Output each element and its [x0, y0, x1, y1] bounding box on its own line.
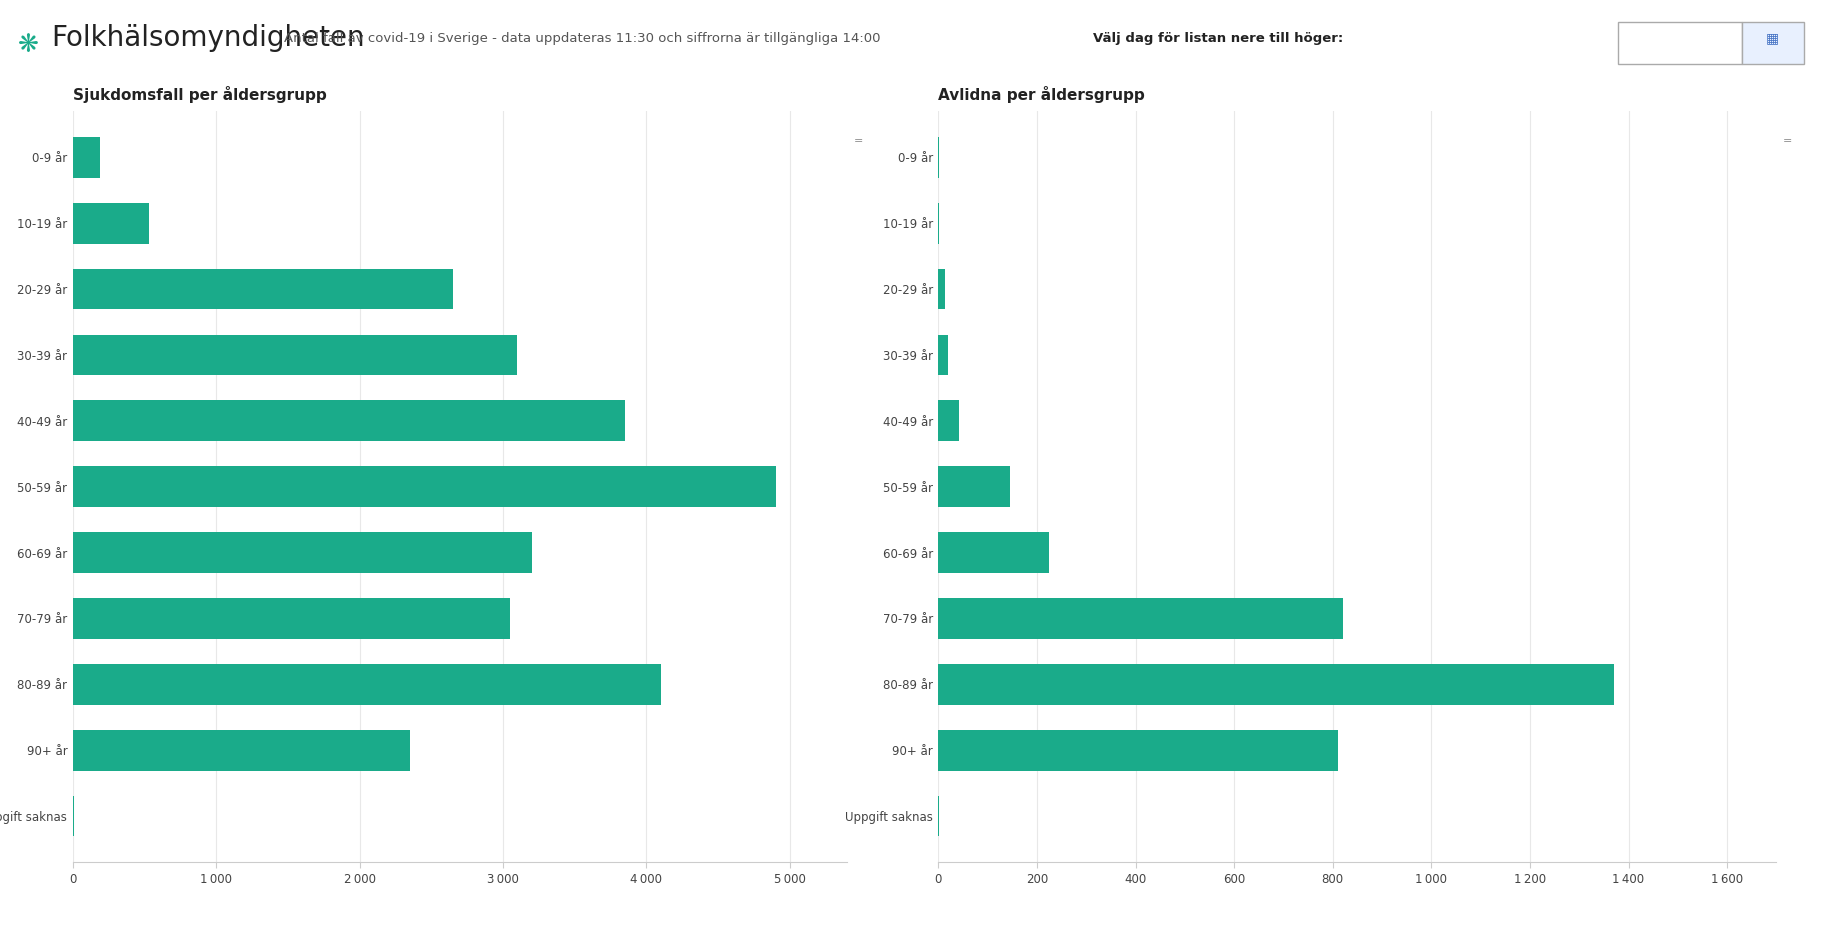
Bar [938, 532, 1049, 573]
Text: ❋: ❋ [18, 33, 38, 57]
FancyBboxPatch shape [1742, 22, 1804, 65]
Bar [73, 137, 100, 178]
Bar [73, 466, 776, 507]
Text: ▦: ▦ [1766, 32, 1778, 45]
Bar [73, 664, 661, 705]
Bar [73, 335, 517, 375]
Bar [73, 532, 532, 573]
Text: Antal fall av covid-19 i Sverige - data uppdateras 11:30 och siffrorna är tillgä: Antal fall av covid-19 i Sverige - data … [284, 32, 880, 45]
Bar [938, 664, 1614, 705]
Bar [938, 335, 947, 375]
Text: Välj dag för listan nere till höger:: Välj dag för listan nere till höger: [1093, 32, 1343, 45]
Bar [938, 730, 1337, 770]
Text: Sjukdomsfall per åldersgrupp: Sjukdomsfall per åldersgrupp [73, 86, 326, 103]
Bar [73, 400, 625, 441]
Text: Folkhälsomyndigheten: Folkhälsomyndigheten [51, 24, 364, 53]
Bar [73, 269, 454, 310]
Text: =: = [853, 136, 864, 146]
Text: =: = [1782, 136, 1793, 146]
Bar [73, 730, 410, 770]
Bar [73, 203, 149, 244]
Bar [938, 466, 1009, 507]
Bar [73, 598, 510, 639]
Bar [938, 598, 1343, 639]
FancyBboxPatch shape [1618, 22, 1742, 65]
Text: Avlidna per åldersgrupp: Avlidna per åldersgrupp [938, 86, 1144, 103]
Bar [938, 400, 958, 441]
Bar [938, 269, 946, 310]
